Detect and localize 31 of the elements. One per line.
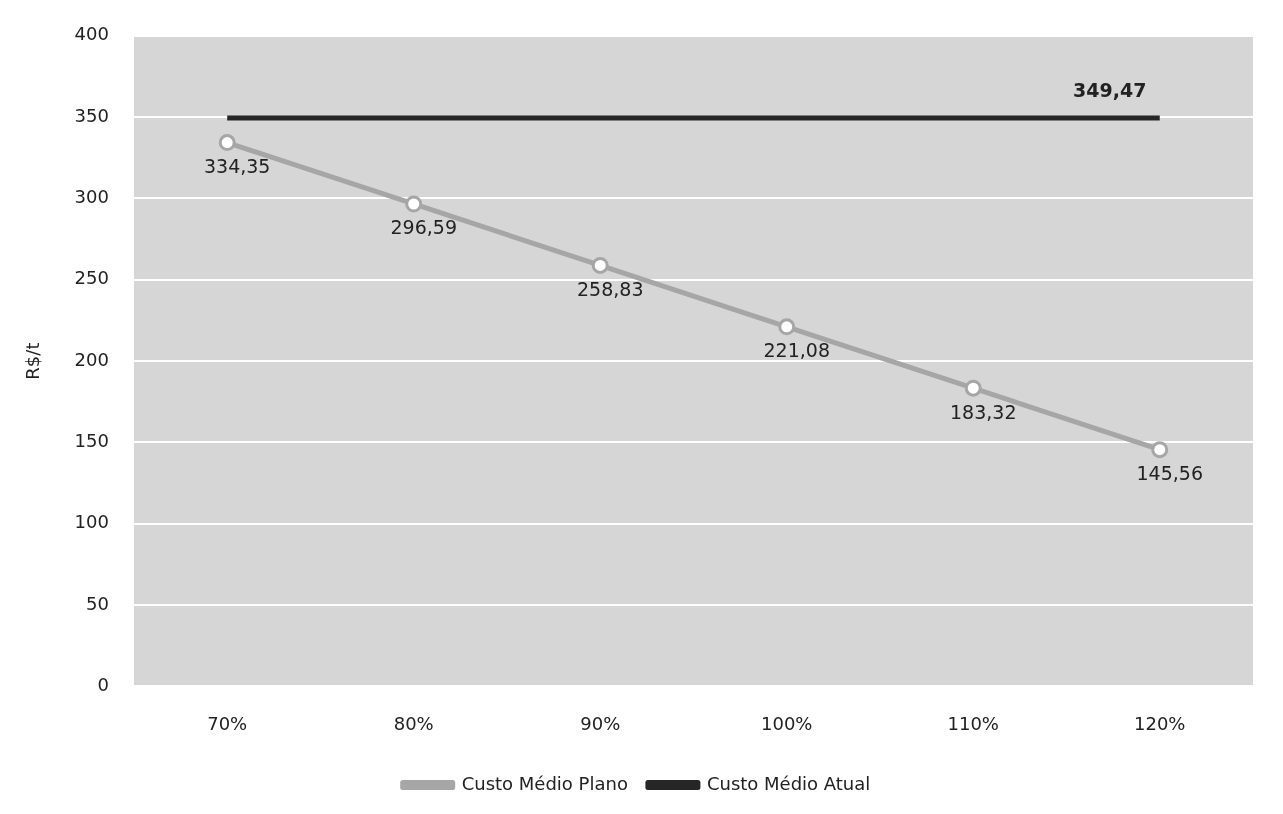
- point: [1151, 441, 1169, 459]
- point: [964, 379, 982, 397]
- data-label: 334,35: [203, 155, 271, 178]
- point: [405, 195, 423, 213]
- x-tick-label: 100%: [761, 712, 813, 734]
- data-label: 349,47: [1073, 79, 1147, 102]
- y-tick-label: 150: [74, 430, 109, 452]
- x-tick-label: 70%: [207, 712, 248, 734]
- data-label: 183,32: [950, 400, 1017, 423]
- data-label: 221,08: [763, 339, 830, 362]
- legend-label: Custo Médio Plano: [461, 772, 628, 794]
- y-tick-label: 350: [74, 104, 109, 126]
- point: [591, 256, 609, 274]
- data-label: 296,59: [390, 216, 457, 239]
- y-tick-label: 200: [74, 348, 109, 370]
- x-tick-label: 110%: [947, 712, 999, 734]
- y-tick-label: 400: [74, 23, 109, 45]
- data-label: 145,56: [1136, 462, 1203, 485]
- point: [218, 134, 236, 152]
- y-tick-label: 300: [74, 186, 109, 208]
- x-tick-label: 80%: [393, 712, 434, 734]
- legend-label: Custo Médio Atual: [706, 772, 871, 794]
- point: [778, 318, 796, 336]
- x-tick-label: 120%: [1134, 712, 1186, 734]
- y-tick-label: 0: [97, 674, 109, 696]
- y-axis-title: R$/t: [22, 342, 44, 380]
- data-label: 258,83: [576, 277, 644, 300]
- x-tick-label: 90%: [580, 712, 621, 734]
- y-tick-label: 100: [74, 511, 109, 533]
- y-tick-label: 250: [74, 267, 109, 289]
- y-tick-label: 50: [86, 592, 109, 614]
